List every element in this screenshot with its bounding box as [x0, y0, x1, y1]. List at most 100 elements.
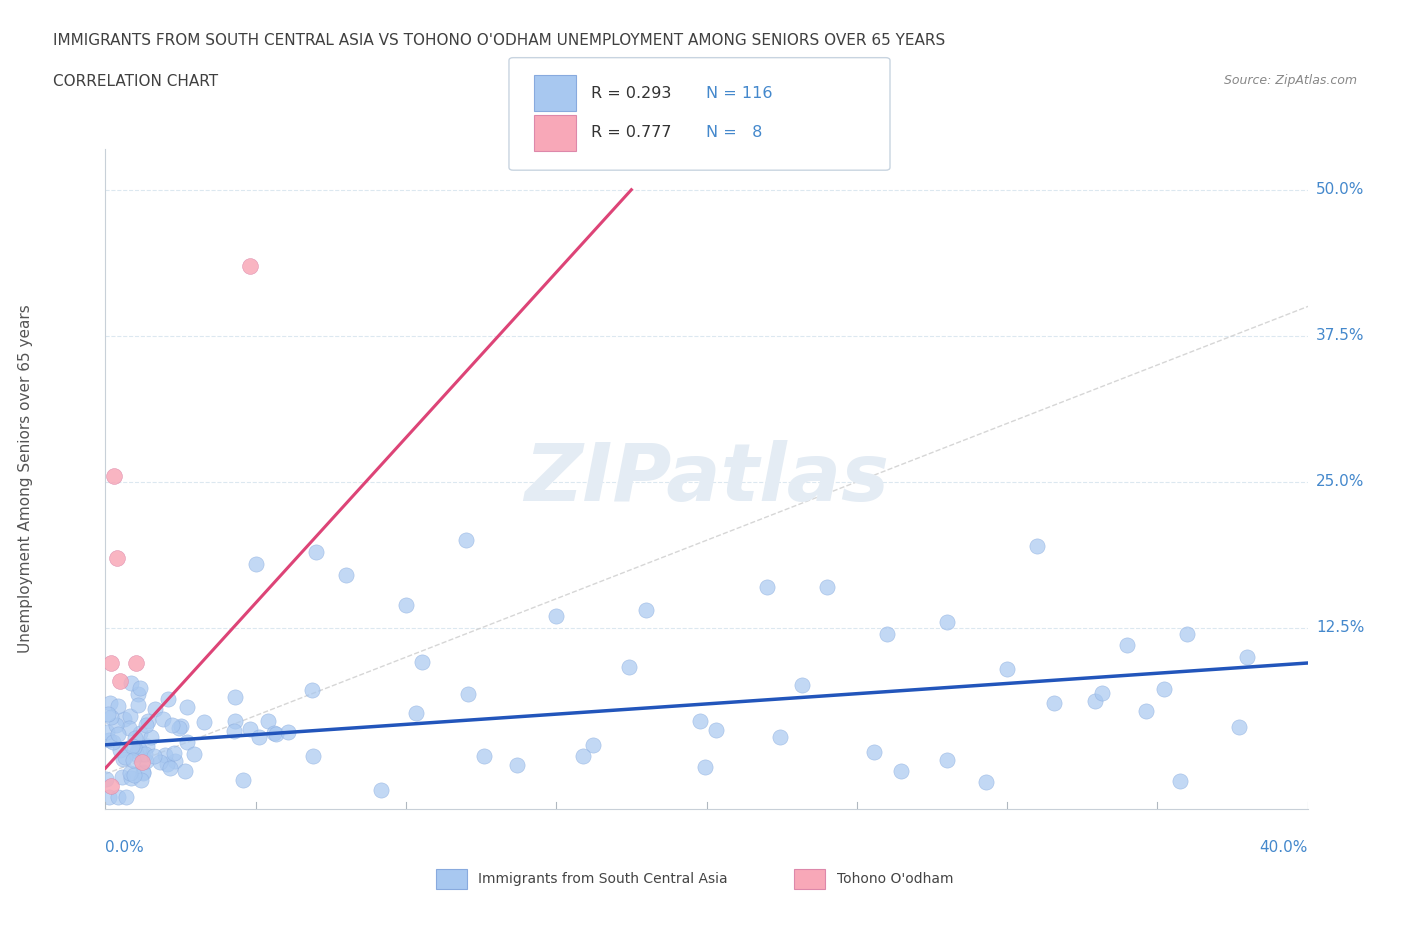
Point	[1091, 685, 1114, 700]
Point	[131, 747, 153, 762]
Point	[143, 701, 166, 716]
Point	[100, 710, 122, 724]
Point	[120, 770, 142, 785]
Point	[125, 743, 148, 758]
Point	[138, 713, 160, 728]
Point	[98, 733, 121, 748]
Point	[110, 673, 132, 688]
Point	[222, 724, 245, 738]
Point	[1175, 627, 1198, 642]
Point	[457, 686, 479, 701]
Point	[122, 767, 145, 782]
Point	[176, 735, 198, 750]
Point	[120, 675, 142, 690]
Point	[976, 775, 998, 790]
Text: 50.0%: 50.0%	[1316, 182, 1364, 197]
Point	[247, 729, 270, 744]
Point	[183, 747, 205, 762]
Point	[370, 783, 392, 798]
Point	[769, 730, 792, 745]
Point	[105, 717, 128, 732]
Point	[689, 713, 711, 728]
Text: R = 0.293: R = 0.293	[591, 86, 671, 100]
Point	[936, 615, 959, 630]
Point	[111, 751, 134, 766]
Text: 40.0%: 40.0%	[1260, 840, 1308, 855]
Text: Source: ZipAtlas.com: Source: ZipAtlas.com	[1223, 74, 1357, 87]
Point	[100, 656, 122, 671]
Point	[1116, 638, 1139, 653]
Point	[790, 678, 813, 693]
Point	[96, 724, 118, 739]
Point	[472, 749, 495, 764]
Point	[163, 745, 186, 760]
Point	[156, 692, 179, 707]
Point	[120, 766, 142, 781]
Point	[1043, 696, 1066, 711]
Point	[301, 749, 323, 764]
Point	[159, 760, 181, 775]
Point	[173, 764, 195, 778]
Point	[114, 750, 136, 764]
Point	[411, 655, 433, 670]
Point	[890, 764, 912, 778]
Point	[131, 755, 153, 770]
Point	[1026, 538, 1049, 553]
Point	[107, 726, 129, 741]
Point	[1153, 682, 1175, 697]
Point	[224, 713, 246, 728]
Text: R = 0.777: R = 0.777	[591, 126, 671, 140]
Point	[155, 748, 177, 763]
Point	[277, 724, 299, 739]
Point	[636, 603, 658, 618]
Point	[121, 738, 143, 753]
Point	[115, 790, 138, 804]
Point	[232, 772, 254, 787]
Text: Tohono O'odham: Tohono O'odham	[837, 871, 953, 886]
Point	[1084, 693, 1107, 708]
Text: 12.5%: 12.5%	[1316, 620, 1364, 635]
Point	[120, 709, 142, 724]
Point	[107, 699, 129, 714]
Point	[107, 790, 129, 804]
Point	[124, 656, 146, 671]
Point	[97, 706, 120, 721]
Point	[862, 744, 884, 759]
Point	[129, 772, 152, 787]
Point	[167, 721, 190, 736]
Point	[124, 730, 146, 745]
Point	[136, 739, 159, 754]
Point	[405, 706, 427, 721]
Point	[264, 726, 287, 741]
Text: IMMIGRANTS FROM SOUTH CENTRAL ASIA VS TOHONO O'ODHAM UNEMPLOYMENT AMONG SENIORS : IMMIGRANTS FROM SOUTH CENTRAL ASIA VS TO…	[53, 33, 946, 47]
Text: Unemployment Among Seniors over 65 years: Unemployment Among Seniors over 65 years	[18, 305, 32, 653]
Text: CORRELATION CHART: CORRELATION CHART	[53, 74, 218, 89]
Point	[815, 579, 838, 594]
Point	[127, 686, 149, 701]
Point	[582, 737, 605, 752]
Point	[263, 725, 285, 740]
Point	[755, 579, 778, 594]
Point	[619, 659, 641, 674]
Point	[335, 568, 357, 583]
Point	[129, 681, 152, 696]
Point	[152, 711, 174, 726]
Point	[693, 759, 716, 774]
Point	[506, 757, 529, 772]
Point	[162, 718, 184, 733]
Point	[132, 764, 155, 779]
Point	[163, 754, 186, 769]
Point	[108, 742, 131, 757]
Point	[98, 790, 121, 804]
Point	[1236, 650, 1258, 665]
Point	[169, 718, 191, 733]
Point	[141, 730, 163, 745]
Text: Immigrants from South Central Asia: Immigrants from South Central Asia	[478, 871, 728, 886]
Point	[936, 752, 959, 767]
Point	[124, 739, 146, 754]
Point	[454, 533, 477, 548]
Point	[107, 551, 129, 565]
Point	[135, 717, 157, 732]
Text: 0.0%: 0.0%	[105, 840, 145, 855]
Point	[94, 772, 117, 787]
